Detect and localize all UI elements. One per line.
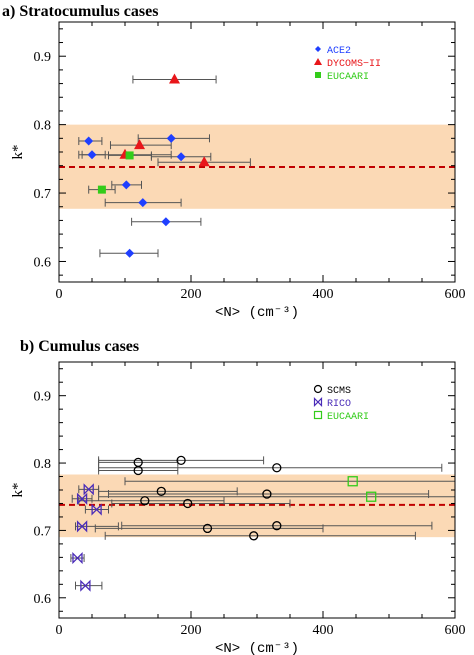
- error-bar: [98, 456, 265, 465]
- bowtie-marker: [76, 492, 88, 505]
- legend-label: ACE2: [327, 46, 351, 57]
- diamond-marker: [138, 198, 148, 208]
- y-axis-label: k*: [10, 145, 26, 160]
- y-tick-label: 0.6: [34, 255, 52, 270]
- circle-marker: [202, 523, 213, 534]
- x-axis-label: <N> (cm⁻³): [215, 305, 299, 321]
- panel-stratocumulus: a) Stratocumulus cases 0 200 400 600 0.6 0.7 0…: [2, 3, 466, 321]
- bowtie-marker: [76, 520, 88, 533]
- x-tick-label: 0: [56, 287, 63, 302]
- legend-circle-marker: [313, 384, 323, 394]
- bowtie-marker: [83, 483, 94, 496]
- x-tick-label: 200: [181, 623, 202, 638]
- legend-triangle-marker: [314, 58, 322, 65]
- legend-label: RICO: [327, 399, 351, 410]
- error-bar: [98, 458, 179, 467]
- legend-label: DYCOMS−II: [327, 59, 381, 70]
- panel-cumulus: b) Cumulus cases 0 200 400 600 0.6 0.7 0.8 0.9 <…: [10, 338, 466, 655]
- panel-title: b) Cumulus cases: [20, 338, 139, 355]
- range-band: [59, 124, 455, 209]
- triangle-marker: [198, 156, 210, 167]
- legend-square-marker: [315, 72, 321, 78]
- x-tick-label: 600: [445, 287, 466, 302]
- legend-bowtie-marker: [313, 397, 323, 407]
- legend-label: EUCAARI: [327, 72, 369, 83]
- open-square-marker: [366, 491, 377, 502]
- bowtie-marker: [72, 551, 83, 565]
- triangle-marker: [169, 73, 180, 84]
- circle-marker: [249, 531, 259, 541]
- y-axis-label: k*: [10, 483, 26, 498]
- circle-marker: [140, 496, 150, 506]
- circle-marker: [262, 489, 272, 499]
- circle-marker: [272, 463, 282, 473]
- diamond-marker: [121, 180, 131, 190]
- diamond-marker: [125, 248, 135, 258]
- y-tick-label: 0.9: [34, 50, 52, 65]
- y-tick-label: 0.8: [34, 119, 52, 134]
- diamond-marker: [87, 150, 97, 160]
- panel-title: a) Stratocumulus cases: [2, 3, 158, 20]
- circle-marker: [133, 465, 143, 476]
- triangle-marker: [134, 139, 146, 150]
- error-bar: [121, 521, 433, 530]
- y-tick-label: 0.7: [34, 524, 52, 539]
- diamond-marker: [166, 133, 176, 143]
- legend: ACE2 DYCOMS−II EUCAARI: [314, 46, 381, 83]
- x-tick-label: 400: [313, 623, 334, 638]
- legend-open-square-marker: [313, 410, 323, 420]
- circle-marker: [183, 498, 193, 509]
- square-marker: [125, 151, 134, 160]
- error-bar: [75, 581, 103, 590]
- bowtie-marker: [80, 579, 91, 592]
- x-tick-label: 600: [445, 623, 466, 638]
- circle-marker: [156, 486, 166, 496]
- x-tick-label: 200: [181, 287, 202, 302]
- error-bar: [104, 531, 416, 540]
- legend-label: EUCAARI: [327, 412, 369, 423]
- bowtie-marker: [91, 503, 102, 516]
- circle-marker: [176, 455, 186, 466]
- square-marker: [97, 185, 106, 194]
- circle-marker: [272, 521, 282, 531]
- diamond-marker: [176, 152, 186, 162]
- legend-label: SCMS: [327, 386, 351, 397]
- y-tick-label: 0.6: [34, 592, 52, 607]
- x-tick-label: 0: [56, 623, 63, 638]
- y-tick-label: 0.9: [34, 390, 52, 405]
- diamond-marker: [161, 217, 171, 227]
- x-axis-label: <N> (cm⁻³): [215, 641, 299, 655]
- y-tick-label: 0.8: [34, 457, 52, 472]
- diamond-marker: [84, 136, 94, 146]
- open-square-marker: [347, 476, 358, 487]
- error-bar: [98, 463, 443, 472]
- legend: SCMS RICO EUCAARI: [313, 384, 369, 423]
- legend-diamond-marker: [315, 46, 321, 52]
- y-tick-label: 0.7: [34, 187, 52, 202]
- x-tick-label: 400: [313, 287, 334, 302]
